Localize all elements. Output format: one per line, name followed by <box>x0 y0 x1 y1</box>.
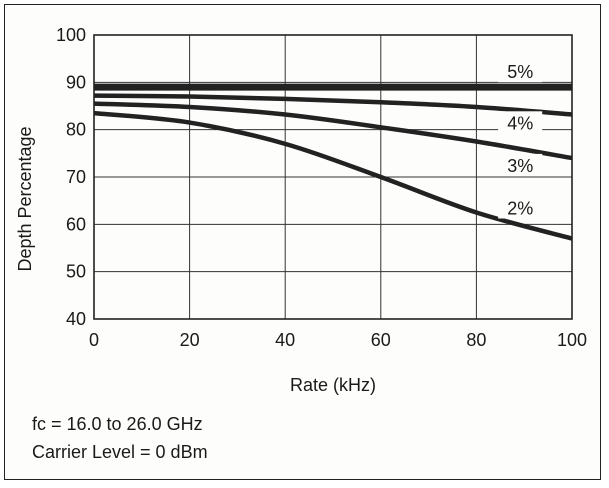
curve-label: 5% <box>507 62 533 82</box>
chart-frame: 5% 4% 3% 2% 0 20 40 60 80 100 40 50 60 70 80 90 100 Rat… <box>4 4 601 480</box>
y-tick-label: 90 <box>66 72 86 92</box>
x-tick-label: 100 <box>557 330 587 350</box>
x-tick-label: 40 <box>275 330 295 350</box>
series-line-2pct <box>93 110 573 241</box>
curve-label: 4% <box>507 113 533 133</box>
series-line-4pct <box>93 93 573 117</box>
x-axis-label: Rate (kHz) <box>290 375 376 395</box>
series-line-3pct <box>93 101 573 161</box>
frequency-range-note: fc = 16.0 to 26.0 GHz <box>32 414 203 434</box>
chart: 5% 4% 3% 2% 0 20 40 60 80 100 40 50 60 70 80 90 100 Rat… <box>15 25 587 395</box>
y-tick-label: 50 <box>66 262 86 282</box>
y-tick-label: 40 <box>66 309 86 329</box>
curve-label: 3% <box>507 156 533 176</box>
y-tick-label: 60 <box>66 214 86 234</box>
y-tick-label: 70 <box>66 167 86 187</box>
x-tick-label: 80 <box>466 330 486 350</box>
y-axis-label: Depth Percentage <box>15 126 35 271</box>
curve-label-background <box>498 60 543 83</box>
x-tick-label: 0 <box>89 330 99 350</box>
curve-label: 2% <box>507 199 533 219</box>
x-tick-label: 60 <box>371 330 391 350</box>
y-tick-label: 80 <box>66 120 86 140</box>
curve-label-background <box>498 153 543 176</box>
x-tick-label: 20 <box>180 330 200 350</box>
y-tick-label: 100 <box>56 25 86 45</box>
carrier-level-note: Carrier Level = 0 dBm <box>32 442 208 462</box>
curve-label-background <box>498 196 543 219</box>
plot-area-border <box>93 34 573 320</box>
curve-label-background <box>498 111 543 134</box>
